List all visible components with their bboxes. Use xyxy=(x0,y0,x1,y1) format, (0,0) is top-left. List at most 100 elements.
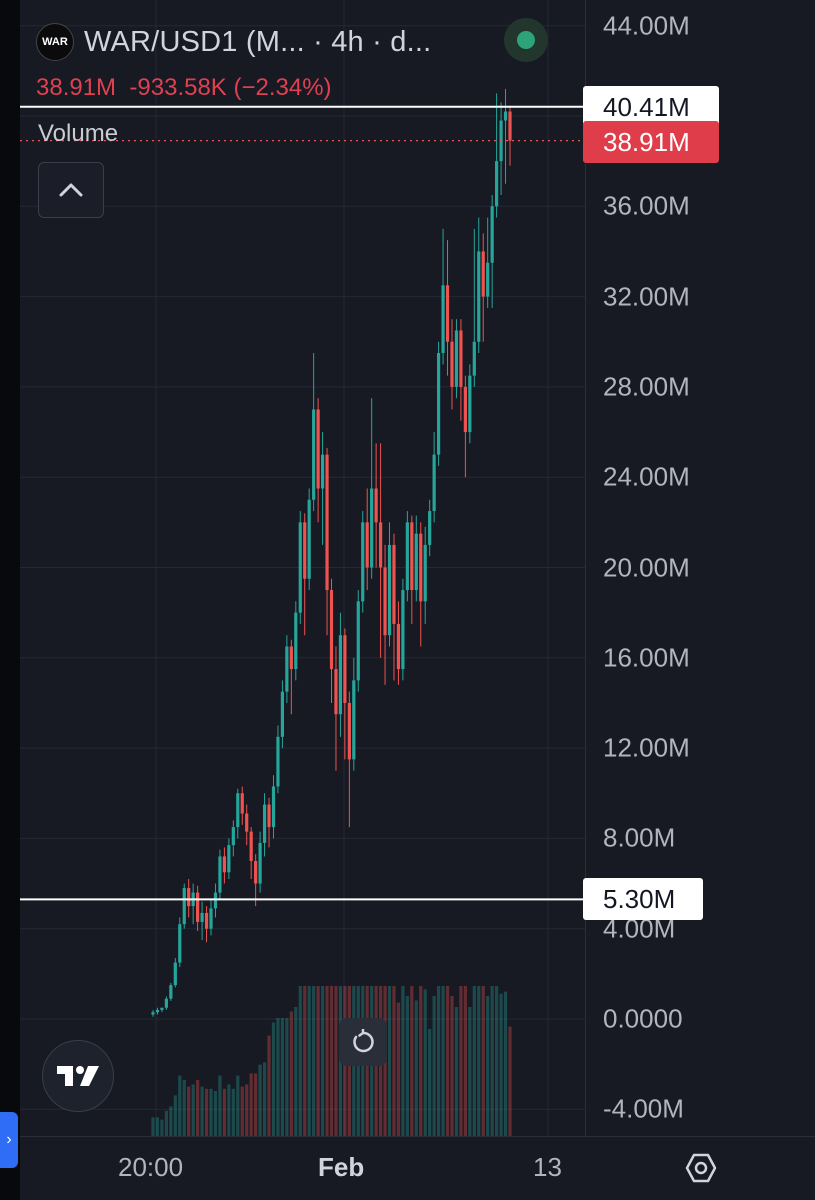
volume-bar xyxy=(387,986,392,1136)
candle-body xyxy=(432,454,436,512)
y-tick-label: 44.00M xyxy=(603,10,690,41)
candle-body xyxy=(267,804,271,828)
candle-body xyxy=(254,860,258,884)
volume-bar xyxy=(477,986,481,1136)
candle-body xyxy=(387,544,392,636)
candle-body xyxy=(227,845,231,873)
candle-body xyxy=(352,680,356,760)
war-logo: WAR xyxy=(36,23,74,61)
y-tick-label: -4.00M xyxy=(603,1093,684,1124)
volume-bar xyxy=(294,1007,298,1136)
time-label-2: Feb xyxy=(318,1152,365,1182)
candle-body xyxy=(240,793,244,814)
candle-body xyxy=(481,251,485,297)
volume-bar xyxy=(289,1011,293,1136)
y-tick-label: 36.00M xyxy=(603,190,690,221)
candle-body xyxy=(236,793,240,828)
candle-body xyxy=(405,522,409,591)
candle-body xyxy=(486,262,490,297)
volume-bar xyxy=(182,1080,186,1136)
candle-body xyxy=(508,111,512,141)
chevron-up-icon xyxy=(59,183,83,197)
volume-bar xyxy=(396,1002,401,1136)
candle-body xyxy=(280,691,285,737)
volume-bar xyxy=(405,996,409,1136)
volume-bar xyxy=(164,1110,168,1136)
market-status-indicator[interactable] xyxy=(504,18,548,62)
volume-bar xyxy=(236,1075,240,1136)
candle-body xyxy=(392,544,396,624)
volume-bar xyxy=(486,996,490,1136)
symbol-title[interactable]: WAR/USD1 (M... · 4h · d... xyxy=(84,25,432,58)
candle-body xyxy=(370,488,374,568)
volume-bar xyxy=(191,1084,195,1136)
candle-body xyxy=(276,736,280,787)
candle-body xyxy=(187,888,191,907)
candle-body xyxy=(477,251,481,342)
volume-bar xyxy=(312,986,316,1136)
volume-bar xyxy=(334,986,338,1136)
collapse-legend-button[interactable] xyxy=(38,162,104,218)
tradingview-logo-button[interactable] xyxy=(42,1040,114,1112)
volume-bar xyxy=(414,1000,418,1136)
volume-bar xyxy=(240,1086,244,1136)
volume-bar xyxy=(325,986,329,1136)
candle-body xyxy=(155,1009,160,1013)
volume-bar xyxy=(298,986,302,1136)
symbol-header[interactable]: WAR WAR/USD1 (M... · 4h · d... xyxy=(36,23,432,61)
volume-bar xyxy=(160,1119,164,1136)
volume-bar xyxy=(276,1018,280,1136)
volume-bar xyxy=(227,1084,231,1136)
volume-bar xyxy=(249,1073,253,1136)
candle-body xyxy=(312,409,316,500)
candle-body xyxy=(209,908,213,929)
volume-bar xyxy=(178,1075,182,1136)
candle-body xyxy=(459,330,463,387)
volume-bar xyxy=(472,986,476,1136)
volume-bar xyxy=(432,996,436,1136)
candle-body xyxy=(222,856,226,873)
volume-bar xyxy=(258,1064,262,1136)
candle-body xyxy=(325,454,329,591)
chart-plot-area[interactable] xyxy=(20,0,585,1136)
expand-panel-tab[interactable]: › xyxy=(0,1112,18,1168)
volume-bar xyxy=(218,1075,222,1136)
candle-body xyxy=(200,912,204,922)
reset-chart-button[interactable] xyxy=(339,1018,387,1066)
candle-body xyxy=(182,888,186,925)
volume-bars xyxy=(151,986,512,1136)
candle-body xyxy=(196,892,200,922)
volume-bar xyxy=(490,986,494,1136)
candle-body xyxy=(303,522,307,579)
candle-body xyxy=(173,962,177,986)
candle-body xyxy=(428,511,432,545)
volume-bar xyxy=(329,986,334,1136)
candle-body xyxy=(271,786,276,828)
volume-bar xyxy=(495,986,499,1136)
candle-body xyxy=(490,206,494,263)
volume-bar xyxy=(169,1106,173,1136)
candle-body xyxy=(419,533,423,602)
volume-bar xyxy=(204,1088,209,1136)
volume-bar xyxy=(428,1029,432,1136)
candle-body xyxy=(463,386,467,433)
volume-bar xyxy=(437,986,441,1136)
settings-button[interactable] xyxy=(683,1150,719,1186)
y-tick-label: 20.00M xyxy=(603,552,690,582)
candle-body xyxy=(316,409,320,489)
candle-body xyxy=(178,924,182,963)
candle-body xyxy=(262,804,267,843)
candle-body xyxy=(298,522,302,613)
candle-body xyxy=(289,646,293,670)
candle-body xyxy=(218,856,222,893)
volume-bar xyxy=(459,986,463,1136)
candle-body xyxy=(329,590,334,670)
volume-indicator-label[interactable]: Volume xyxy=(38,120,119,147)
change-value: -933.58K xyxy=(129,74,227,101)
candle-body xyxy=(343,635,347,703)
y-tick-label: 24.00M xyxy=(603,461,690,492)
candle-body xyxy=(151,1012,155,1015)
volume-bar xyxy=(410,986,414,1136)
price-candles xyxy=(151,88,512,1017)
candle-body xyxy=(454,330,459,387)
